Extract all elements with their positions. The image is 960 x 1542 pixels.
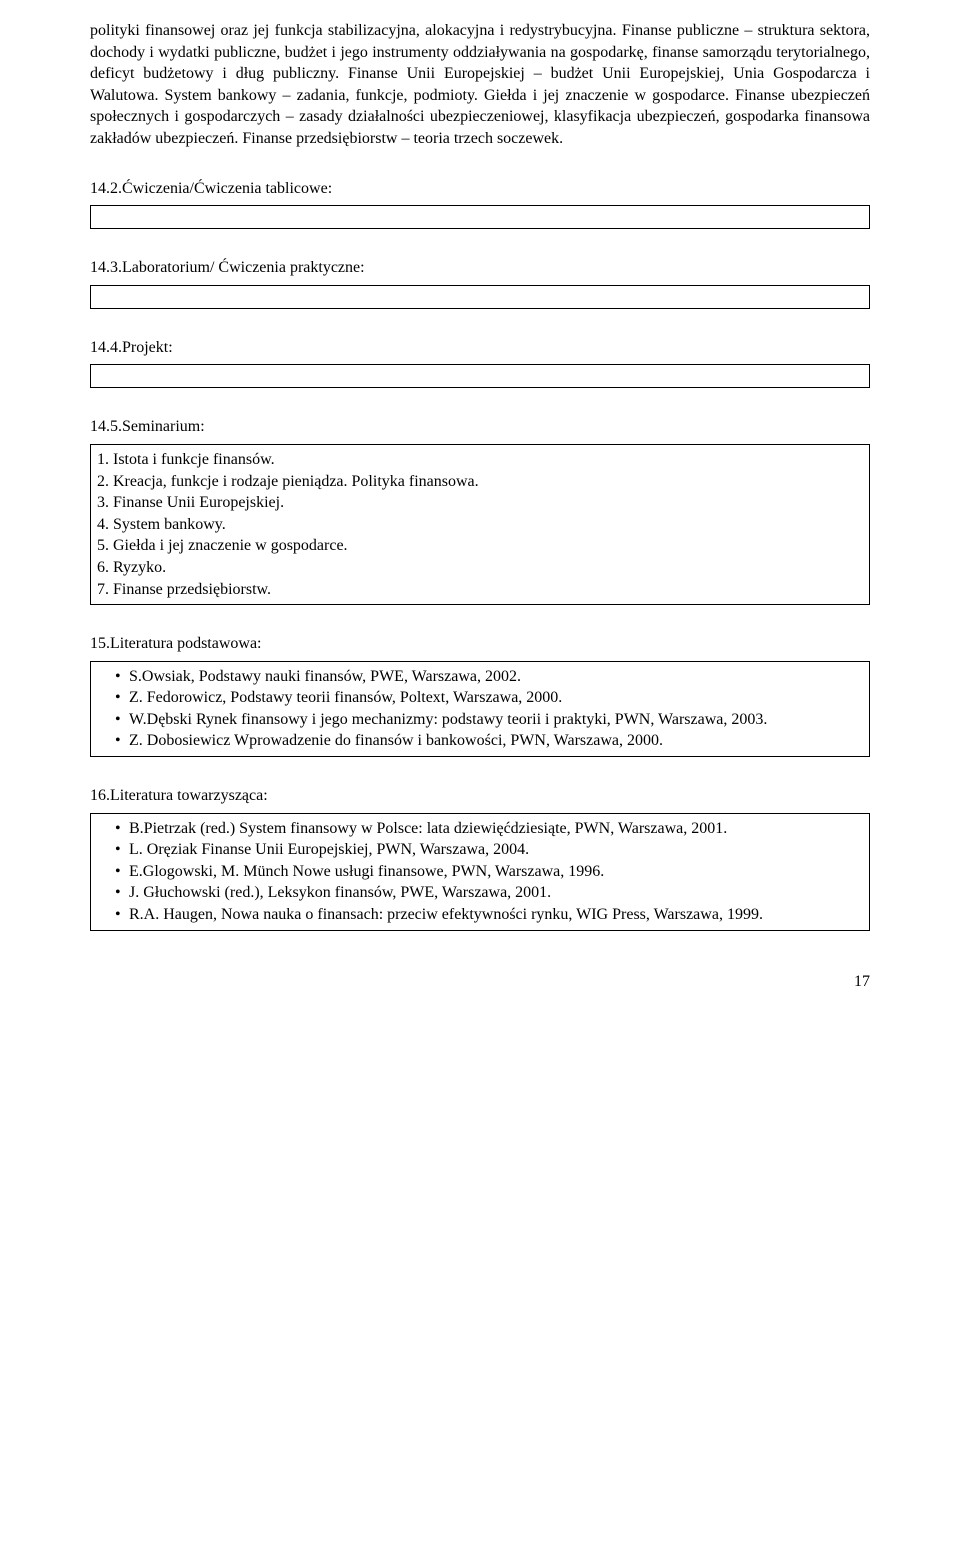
box-14-5: 1. Istota i funkcje finansów. 2. Kreacja… xyxy=(90,444,870,605)
seminar-item: 3. Finanse Unii Europejskiej. xyxy=(97,492,863,514)
box-14-2 xyxy=(90,205,870,229)
heading-15: 15.Literatura podstawowa: xyxy=(90,633,870,655)
lit-item: Z. Fedorowicz, Podstawy teorii finansów,… xyxy=(115,687,863,709)
heading-14-2: 14.2.Ćwiczenia/Ćwiczenia tablicowe: xyxy=(90,178,870,200)
seminar-item: 6. Ryzyko. xyxy=(97,557,863,579)
seminar-item: 5. Giełda i jej znaczenie w gospodarce. xyxy=(97,535,863,557)
page-number: 17 xyxy=(90,971,870,993)
lit-item: R.A. Haugen, Nowa nauka o finansach: prz… xyxy=(115,904,863,926)
seminar-item: 1. Istota i funkcje finansów. xyxy=(97,449,863,471)
box-14-4 xyxy=(90,364,870,388)
box-15: S.Owsiak, Podstawy nauki finansów, PWE, … xyxy=(90,661,870,757)
box-16: B.Pietrzak (red.) System finansowy w Pol… xyxy=(90,813,870,931)
lit-item: B.Pietrzak (red.) System finansowy w Pol… xyxy=(115,818,863,840)
seminar-item: 7. Finanse przedsiębiorstw. xyxy=(97,579,863,601)
box-14-3 xyxy=(90,285,870,309)
heading-14-3: 14.3.Laboratorium/ Ćwiczenia praktyczne: xyxy=(90,257,870,279)
heading-14-4: 14.4.Projekt: xyxy=(90,337,870,359)
lit-item: J. Głuchowski (red.), Leksykon finansów,… xyxy=(115,882,863,904)
lit-item: Z. Dobosiewicz Wprowadzenie do finansów … xyxy=(115,730,863,752)
heading-16: 16.Literatura towarzysząca: xyxy=(90,785,870,807)
lit-item: E.Glogowski, M. Münch Nowe usługi finans… xyxy=(115,861,863,883)
seminar-item: 2. Kreacja, funkcje i rodzaje pieniądza.… xyxy=(97,471,863,493)
lit-item: L. Oręziak Finanse Unii Europejskiej, PW… xyxy=(115,839,863,861)
seminar-item: 4. System bankowy. xyxy=(97,514,863,536)
heading-14-5: 14.5.Seminarium: xyxy=(90,416,870,438)
lit-item: S.Owsiak, Podstawy nauki finansów, PWE, … xyxy=(115,666,863,688)
lit-item: W.Dębski Rynek finansowy i jego mechaniz… xyxy=(115,709,863,731)
intro-paragraph: polityki finansowej oraz jej funkcja sta… xyxy=(90,20,870,150)
